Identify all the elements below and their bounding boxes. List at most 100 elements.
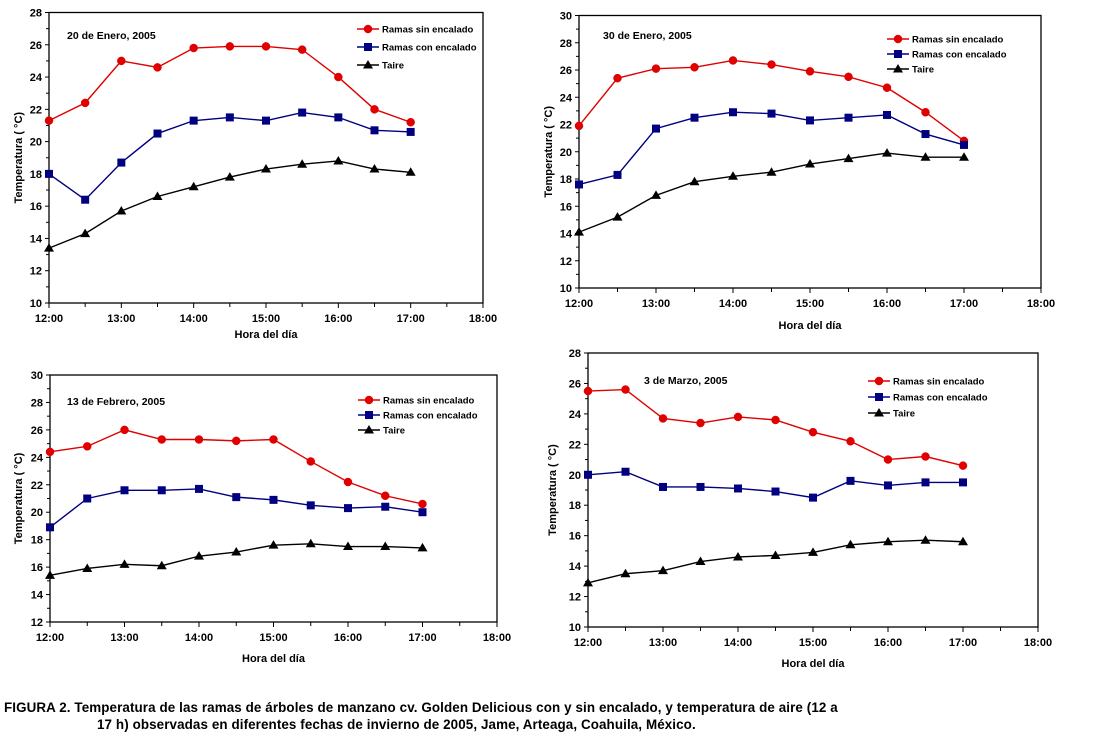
data-point	[334, 113, 343, 122]
y-tick-label: 16	[31, 562, 43, 574]
data-point	[225, 113, 234, 122]
data-point	[156, 560, 167, 570]
data-point	[195, 484, 203, 493]
series-con_encalado	[584, 467, 967, 502]
legend-marker	[874, 376, 884, 386]
data-point	[268, 540, 279, 549]
y-axis-title: Temperatura ( °C)	[13, 452, 25, 544]
data-point	[575, 180, 583, 189]
data-point	[269, 495, 278, 504]
legend-item-taire: Taire	[868, 408, 915, 420]
data-point	[120, 425, 129, 435]
y-tick-label: 12	[31, 617, 43, 629]
y-tick-label: 14	[30, 233, 43, 245]
data-point	[696, 482, 705, 491]
legend-marker	[874, 408, 884, 417]
data-point	[959, 478, 967, 487]
data-point	[45, 570, 55, 579]
x-tick-label: 13:00	[110, 632, 138, 644]
x-tick-label: 12:00	[36, 632, 64, 644]
data-point	[189, 116, 198, 125]
series-con_encalado	[575, 108, 968, 189]
x-tick-label: 12:00	[574, 637, 602, 649]
data-point	[231, 547, 242, 556]
y-tick-label: 28	[569, 348, 581, 360]
data-point	[297, 159, 308, 168]
chart-title: 30 de Enero, 2005	[603, 30, 692, 42]
data-point	[844, 72, 853, 82]
legend-item-con_encalado: Ramas con encalado	[357, 43, 477, 54]
data-point	[344, 504, 352, 513]
data-point	[224, 172, 235, 181]
data-point	[620, 568, 631, 578]
y-tick-label: 16	[569, 531, 581, 543]
legend-item-con_encalado: Ramas con encalado	[358, 411, 478, 422]
data-point	[883, 110, 891, 119]
series-taire	[44, 155, 416, 252]
data-point	[80, 228, 91, 238]
legend-item-sin_encalado: Ramas sin encalado	[887, 35, 1004, 46]
x-tick-label: 16:00	[334, 632, 362, 644]
x-tick-label: 13:00	[642, 298, 670, 310]
data-point	[80, 98, 90, 108]
data-point	[689, 176, 700, 186]
data-point	[805, 67, 815, 76]
x-tick-label: 12:00	[35, 313, 63, 325]
data-point	[46, 523, 54, 532]
data-point	[695, 556, 706, 566]
data-point	[883, 536, 893, 546]
x-tick-label: 14:00	[719, 298, 747, 310]
chart-panel-3: 12 14 16 18 20 22 24 26 28 30 12:00 13:00 14:00 15:00…	[13, 370, 511, 665]
data-point	[959, 152, 969, 161]
chart-panel-2: 10 12 14 16 18 20 22 24 26 28 30 12:00 13:00 14:00 15:…	[543, 11, 1055, 333]
y-axis-title: Temperatura ( °C)	[13, 112, 25, 204]
y-tick-label: 18	[30, 169, 42, 181]
y-tick-label: 16	[560, 201, 572, 213]
data-point	[958, 536, 968, 546]
y-tick-label: 10	[30, 298, 42, 310]
x-tick-label: 15:00	[259, 632, 287, 644]
x-tick-label: 18:00	[1027, 298, 1055, 310]
data-point	[405, 167, 416, 176]
data-point	[157, 486, 166, 495]
y-tick-label: 24	[569, 409, 582, 421]
data-point	[381, 502, 390, 511]
data-point	[733, 551, 743, 561]
series-line	[48, 45, 411, 123]
data-point	[734, 484, 742, 493]
chart-panel-4: 10 12 14 16 18 20 22 24 26 28 12:00 13:00 14:00 15:00…	[547, 348, 1052, 670]
data-point	[305, 538, 316, 548]
series-con_encalado	[46, 484, 427, 532]
y-tick-label: 28	[31, 397, 43, 409]
y-tick-label: 26	[560, 65, 572, 77]
data-point	[117, 56, 126, 66]
data-point	[921, 107, 930, 117]
data-point	[805, 159, 815, 168]
series-taire	[583, 535, 968, 587]
y-tick-label: 16	[30, 201, 42, 213]
series-line	[578, 59, 965, 142]
data-point	[343, 541, 353, 551]
y-tick-label: 30	[31, 370, 43, 382]
data-point	[658, 565, 668, 575]
data-point	[808, 547, 818, 556]
series-sin_encalado	[44, 42, 415, 127]
data-point	[232, 493, 241, 502]
data-point	[845, 539, 856, 549]
chart-panel-1: 10 12 14 16 18 20 22 24 26 28 12:00 13:00 14:00 15:00…	[13, 8, 497, 342]
legend-label: Ramas sin encalado	[912, 35, 1004, 46]
data-point	[843, 153, 854, 163]
data-point	[44, 116, 54, 125]
data-point	[884, 481, 892, 490]
data-point	[809, 493, 817, 502]
caption-line-1: FIGURA 2. Temperatura de las ramas de ár…	[4, 700, 838, 715]
data-point	[153, 63, 162, 72]
legend-marker	[875, 393, 883, 401]
y-axis-title: Temperatura ( °C)	[547, 444, 559, 536]
y-tick-label: 10	[560, 283, 572, 295]
series-taire	[574, 148, 969, 236]
legend-item-taire: Taire	[357, 60, 404, 72]
data-point	[882, 83, 892, 92]
x-tick-label: 15:00	[796, 298, 824, 310]
x-tick-label: 16:00	[324, 313, 352, 325]
